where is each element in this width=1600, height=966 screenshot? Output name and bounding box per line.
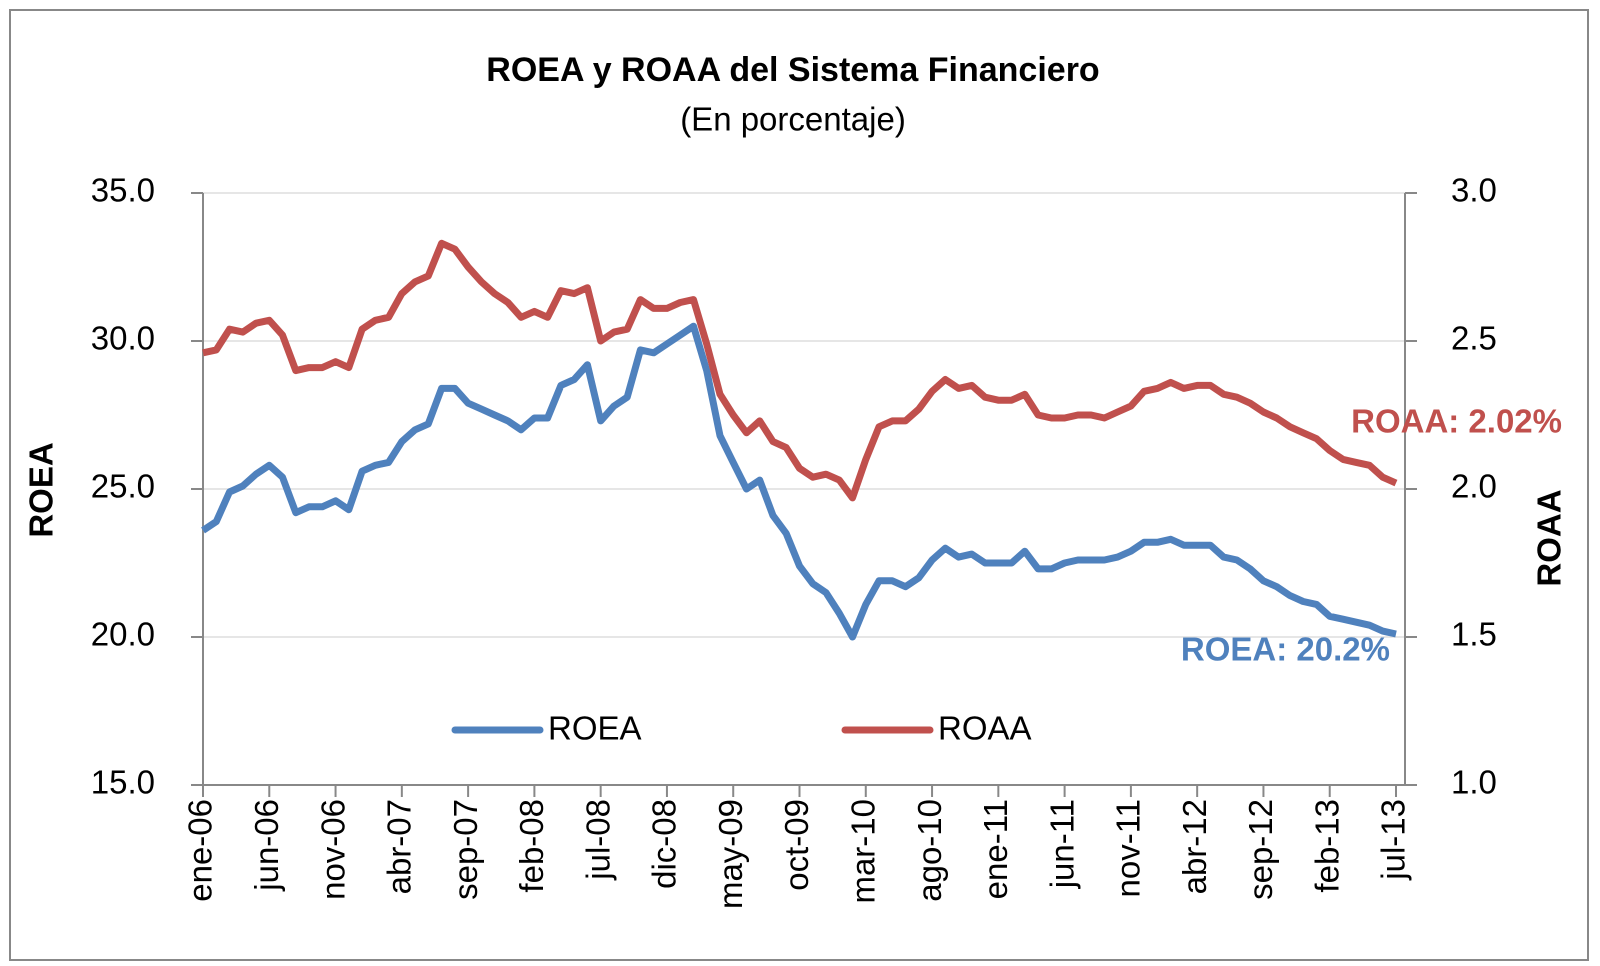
x-tick-label: abr-07 xyxy=(381,799,418,894)
x-tick-label: may-09 xyxy=(712,799,749,909)
x-tick-label: nov-11 xyxy=(1110,799,1147,897)
y-tick-label: 35.0 xyxy=(91,172,155,209)
y-tick-label: 20.0 xyxy=(91,616,155,653)
annotation: ROEA: 20.2% xyxy=(1181,631,1390,668)
chart-title: ROEA y ROAA del Sistema Financiero xyxy=(486,51,1099,89)
y2-tick-label: 1.0 xyxy=(1451,764,1497,801)
x-tick-label: nov-06 xyxy=(314,799,351,900)
x-tick-label: jul-08 xyxy=(579,799,616,881)
x-tick-label: ago-10 xyxy=(911,799,948,902)
x-tick-label: jun-11 xyxy=(1043,799,1080,889)
y2-tick-label: 3.0 xyxy=(1451,172,1497,209)
x-tick-label: oct-09 xyxy=(778,799,815,891)
x-tick-label: ene-11 xyxy=(977,799,1014,899)
y2-axis-label: ROAA xyxy=(1531,489,1568,586)
data-line xyxy=(201,322,1397,641)
y-tick-label: 15.0 xyxy=(91,764,155,801)
x-tick-label: sep-07 xyxy=(447,799,484,900)
y2-tick-label: 2.5 xyxy=(1451,320,1497,357)
y-tick-label: 30.0 xyxy=(91,320,155,357)
x-tick-label: sep-12 xyxy=(1242,799,1279,900)
y2-tick-label: 2.0 xyxy=(1451,468,1497,505)
x-tick-label: ene-06 xyxy=(182,799,219,902)
annotation: ROAA: 2.02% xyxy=(1351,403,1562,440)
y2-tick-label: 1.5 xyxy=(1451,616,1497,653)
y-tick-label: 25.0 xyxy=(91,468,155,505)
y-axis-label: ROEA xyxy=(23,442,60,537)
legend-label: ROEA xyxy=(548,710,642,747)
x-tick-label: feb-13 xyxy=(1308,799,1345,893)
x-tick-label: jul-13 xyxy=(1375,799,1412,881)
chart-frame xyxy=(9,9,1589,961)
x-tick-label: mar-10 xyxy=(844,799,881,904)
x-tick-label: abr-12 xyxy=(1176,799,1213,894)
data-line xyxy=(202,239,1398,502)
chart-subtitle: (En porcentaje) xyxy=(680,101,906,138)
x-tick-label: jun-06 xyxy=(248,799,285,892)
x-tick-label: dic-08 xyxy=(646,799,683,889)
x-tick-label: feb-08 xyxy=(513,799,550,893)
legend-label: ROAA xyxy=(938,710,1032,747)
